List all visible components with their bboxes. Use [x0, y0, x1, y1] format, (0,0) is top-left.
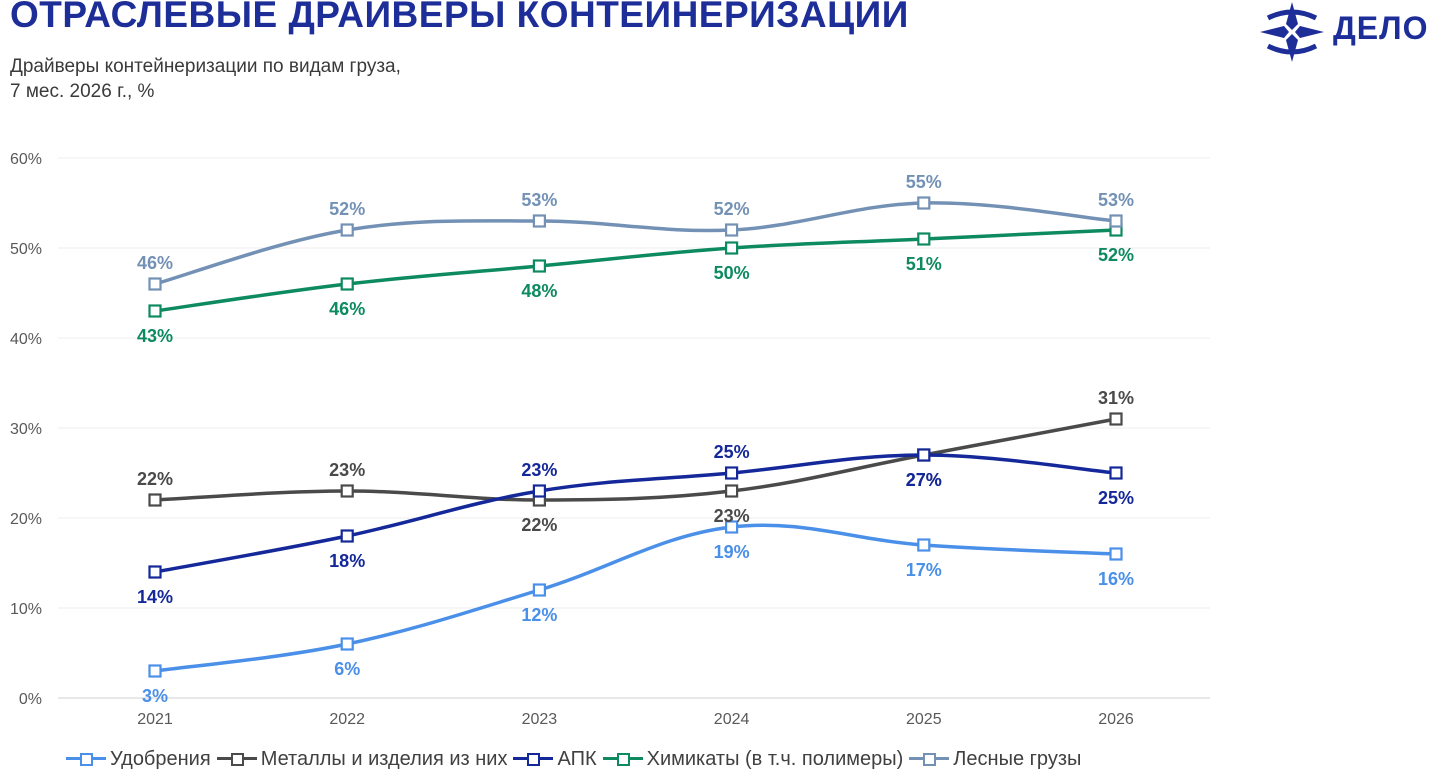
data-point-marker [148, 304, 162, 318]
y-tick-label: 0% [19, 691, 42, 708]
data-label: 53% [521, 190, 557, 210]
data-point-marker [1109, 466, 1123, 480]
data-label: 25% [1098, 488, 1134, 508]
delo-logo: ДЕЛО [1260, 2, 1440, 62]
legend-item: АПК [513, 747, 597, 771]
series-line [153, 228, 1118, 313]
data-label: 14% [137, 587, 173, 607]
y-tick-label: 40% [10, 331, 42, 348]
legend-item: Металлы и изделия из них [216, 747, 508, 771]
data-point-marker [1109, 214, 1123, 228]
data-point-marker [1109, 547, 1123, 561]
data-label: 18% [329, 551, 365, 571]
data-label: 46% [137, 253, 173, 273]
x-tick-label: 2025 [906, 711, 942, 728]
chart-subtitle: Драйверы контейнеризации по видам груза,… [10, 54, 401, 104]
data-point-marker [724, 466, 739, 480]
y-tick-label: 60% [10, 151, 42, 168]
data-label: 52% [329, 199, 365, 219]
delo-logo-icon [1260, 2, 1324, 62]
page-title: ОТРАСЛЕВЫЕ ДРАЙВЕРЫ КОНТЕЙНЕРИЗАЦИИ [10, 0, 909, 35]
data-label: 16% [1098, 569, 1134, 589]
x-tick-label: 2023 [522, 711, 558, 728]
data-label: 52% [1098, 245, 1134, 265]
legend-label: Металлы и изделия из них [260, 747, 508, 770]
data-label: 27% [906, 470, 942, 490]
x-tick-label: 2024 [714, 711, 750, 728]
data-point-marker [917, 448, 931, 462]
logo-text: ДЕЛО [1333, 10, 1429, 46]
x-tick-label: 2026 [1098, 711, 1134, 728]
data-label: 3% [142, 686, 168, 706]
data-point-marker [340, 529, 354, 543]
data-point-marker [724, 241, 739, 255]
data-point-marker [532, 484, 547, 498]
data-point-marker [724, 520, 739, 534]
data-label: 43% [137, 326, 173, 346]
data-label: 48% [521, 281, 557, 301]
data-label: 50% [714, 263, 750, 283]
data-point-marker [532, 259, 547, 273]
data-label: 25% [714, 442, 750, 462]
y-tick-label: 20% [10, 511, 42, 528]
data-point-marker [917, 538, 931, 552]
legend-marker-icon [513, 749, 554, 769]
data-point-marker [148, 277, 162, 291]
data-point-marker [724, 484, 739, 498]
legend-marker-icon [66, 749, 106, 769]
series-line [153, 453, 1118, 574]
series-line [153, 523, 1118, 673]
legend-marker-icon [909, 749, 950, 769]
y-tick-label: 10% [10, 601, 42, 618]
legend-label: Удобрения [110, 747, 211, 770]
legend-label: Химикаты (в т.ч. полимеры) [646, 747, 904, 770]
x-tick-label: 2022 [329, 711, 365, 728]
data-point-marker [148, 565, 162, 579]
data-point-marker [917, 232, 931, 246]
data-label: 23% [329, 460, 365, 480]
y-tick-label: 30% [10, 421, 42, 438]
data-label: 22% [521, 515, 557, 535]
x-tick-label: 2021 [137, 711, 173, 728]
subtitle-line-1: Драйверы контейнеризации по видам груза, [10, 56, 401, 77]
data-point-marker [1109, 412, 1123, 426]
data-point-marker [340, 277, 354, 291]
data-label: 27% [906, 470, 942, 490]
series-line [153, 201, 1118, 286]
data-label: 17% [906, 560, 942, 580]
data-label: 51% [906, 254, 942, 274]
subtitle-line-2: 7 мес. 2026 г., % [10, 81, 155, 102]
legend-item: Удобрения [66, 748, 211, 771]
data-point-marker [148, 493, 162, 507]
data-label: 53% [1098, 190, 1134, 210]
data-point-marker [724, 223, 739, 237]
data-point-marker [532, 214, 547, 228]
legend-item: Лесные грузы [909, 748, 1081, 771]
legend-label: Лесные грузы [953, 747, 1082, 770]
data-point-marker [532, 583, 547, 597]
data-label: 55% [906, 172, 942, 192]
y-tick-label: 50% [10, 241, 42, 258]
data-label: 19% [714, 542, 750, 562]
data-point-marker [340, 484, 354, 498]
data-label: 46% [329, 299, 365, 319]
data-point-marker [340, 223, 354, 237]
chart-legend: Удобрения Металлы и изделия из них АПК Хими… [66, 745, 1087, 773]
data-point-marker [340, 637, 354, 651]
data-label: 22% [137, 469, 173, 489]
data-point-marker [917, 196, 931, 210]
data-label: 52% [714, 199, 750, 219]
data-label: 23% [521, 460, 557, 480]
legend-marker-icon [216, 749, 257, 769]
data-label: 6% [334, 659, 360, 679]
series-line [153, 417, 1118, 502]
data-label: 31% [1098, 388, 1134, 408]
legend-marker-icon [602, 749, 643, 769]
legend-item: Химикаты (в т.ч. полимеры) [602, 747, 904, 771]
legend-label: АПК [557, 747, 597, 770]
data-label: 12% [521, 605, 557, 625]
data-point-marker [148, 664, 162, 678]
data-label: 23% [714, 506, 750, 526]
